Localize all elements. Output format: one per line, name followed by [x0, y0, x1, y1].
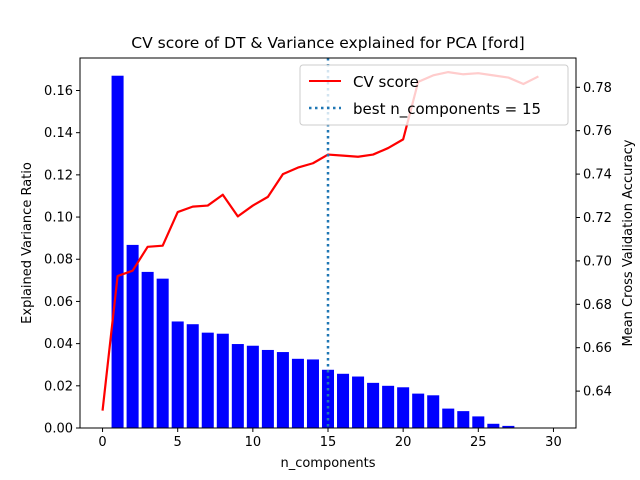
- bar: [276, 352, 289, 428]
- y-axis-label: Explained Variance Ratio: [20, 162, 35, 324]
- bar: [216, 333, 229, 428]
- bar: [472, 416, 485, 428]
- y-axis-right: 0.64 0.66 0.68 0.70 0.72 0.74 0.76 0.78: [576, 81, 612, 400]
- y-tick-label: 0.12: [44, 168, 73, 183]
- bar: [487, 423, 500, 428]
- y-tick-label: 0.04: [44, 337, 73, 352]
- bar: [321, 369, 335, 428]
- bar: [427, 395, 440, 428]
- bar: [382, 385, 395, 428]
- y-tick-label: 0.00: [44, 422, 73, 437]
- y-right-tick-label: 0.74: [583, 168, 612, 183]
- bar: [186, 324, 199, 428]
- bar: [457, 411, 470, 428]
- bar: [231, 344, 244, 428]
- bar: [141, 271, 154, 428]
- legend-box: [299, 64, 569, 126]
- x-axis-label: n_components: [280, 456, 375, 471]
- x-tick-label: 0: [98, 435, 106, 450]
- bar: [291, 358, 304, 428]
- chart-title: CV score of DT & Variance explained for …: [131, 34, 524, 52]
- y-right-tick-label: 0.70: [583, 254, 612, 269]
- legend: CV score best n_components = 15: [299, 64, 569, 126]
- bar: [306, 359, 319, 428]
- bar: [367, 382, 380, 428]
- bar: [171, 321, 184, 428]
- x-axis: 0 5 10 15 20 25 30: [98, 428, 562, 450]
- x-tick-label: 20: [395, 435, 412, 450]
- y-right-tick-label: 0.72: [583, 211, 612, 226]
- bar: [156, 278, 169, 428]
- y-tick-label: 0.10: [44, 211, 73, 226]
- bar: [442, 408, 455, 428]
- legend-label-best-n-components: best n_components = 15: [353, 100, 541, 119]
- bar: [412, 393, 425, 428]
- y-right-tick-label: 0.76: [583, 124, 612, 139]
- y-right-tick-label: 0.64: [583, 385, 612, 400]
- bar: [126, 244, 139, 428]
- x-tick-label: 30: [545, 435, 562, 450]
- bar: [337, 373, 350, 428]
- bar: [397, 387, 410, 428]
- legend-label-cv-score: CV score: [353, 73, 419, 91]
- bar: [261, 349, 274, 428]
- y-axis-right-label: Mean Cross Validation Accuracy: [621, 139, 636, 346]
- y-right-tick-label: 0.68: [583, 298, 612, 313]
- bar: [246, 345, 259, 428]
- y-tick-label: 0.16: [44, 84, 73, 99]
- y-tick-label: 0.06: [44, 295, 73, 310]
- y-tick-label: 0.08: [44, 253, 73, 268]
- x-tick-label: 10: [245, 435, 262, 450]
- bar: [111, 75, 124, 429]
- y-axis-left: 0.00 0.02 0.04 0.06 0.08 0.10 0.12 0.14 0.16: [44, 84, 80, 437]
- x-tick-label: 15: [320, 435, 337, 450]
- y-tick-label: 0.02: [44, 379, 73, 394]
- y-tick-label: 0.14: [44, 126, 73, 141]
- bar: [502, 425, 515, 428]
- x-tick-label: 5: [174, 435, 182, 450]
- y-right-tick-label: 0.66: [583, 341, 612, 356]
- y-right-tick-label: 0.78: [583, 81, 612, 96]
- bar: [352, 376, 365, 428]
- bar: [201, 332, 214, 428]
- x-tick-label: 25: [470, 435, 487, 450]
